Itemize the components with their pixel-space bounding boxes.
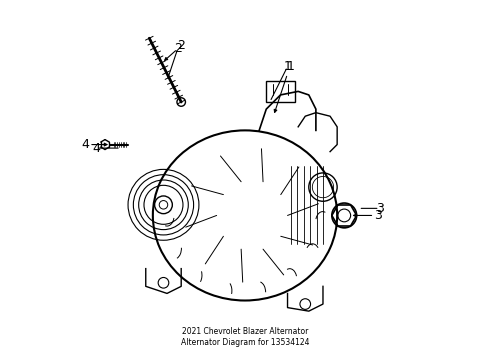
Bar xyxy=(266,81,294,102)
Text: 3: 3 xyxy=(376,202,384,215)
Text: 2021 Chevrolet Blazer Alternator
Alternator Diagram for 13534124: 2021 Chevrolet Blazer Alternator Alterna… xyxy=(181,327,309,347)
Text: 2: 2 xyxy=(177,39,185,52)
Text: 1: 1 xyxy=(287,60,295,73)
Text: 2: 2 xyxy=(174,42,182,55)
Text: 4: 4 xyxy=(81,138,90,151)
Text: 3: 3 xyxy=(374,209,382,222)
Circle shape xyxy=(177,98,185,106)
Text: 4: 4 xyxy=(92,141,100,154)
Text: 1: 1 xyxy=(284,60,292,73)
